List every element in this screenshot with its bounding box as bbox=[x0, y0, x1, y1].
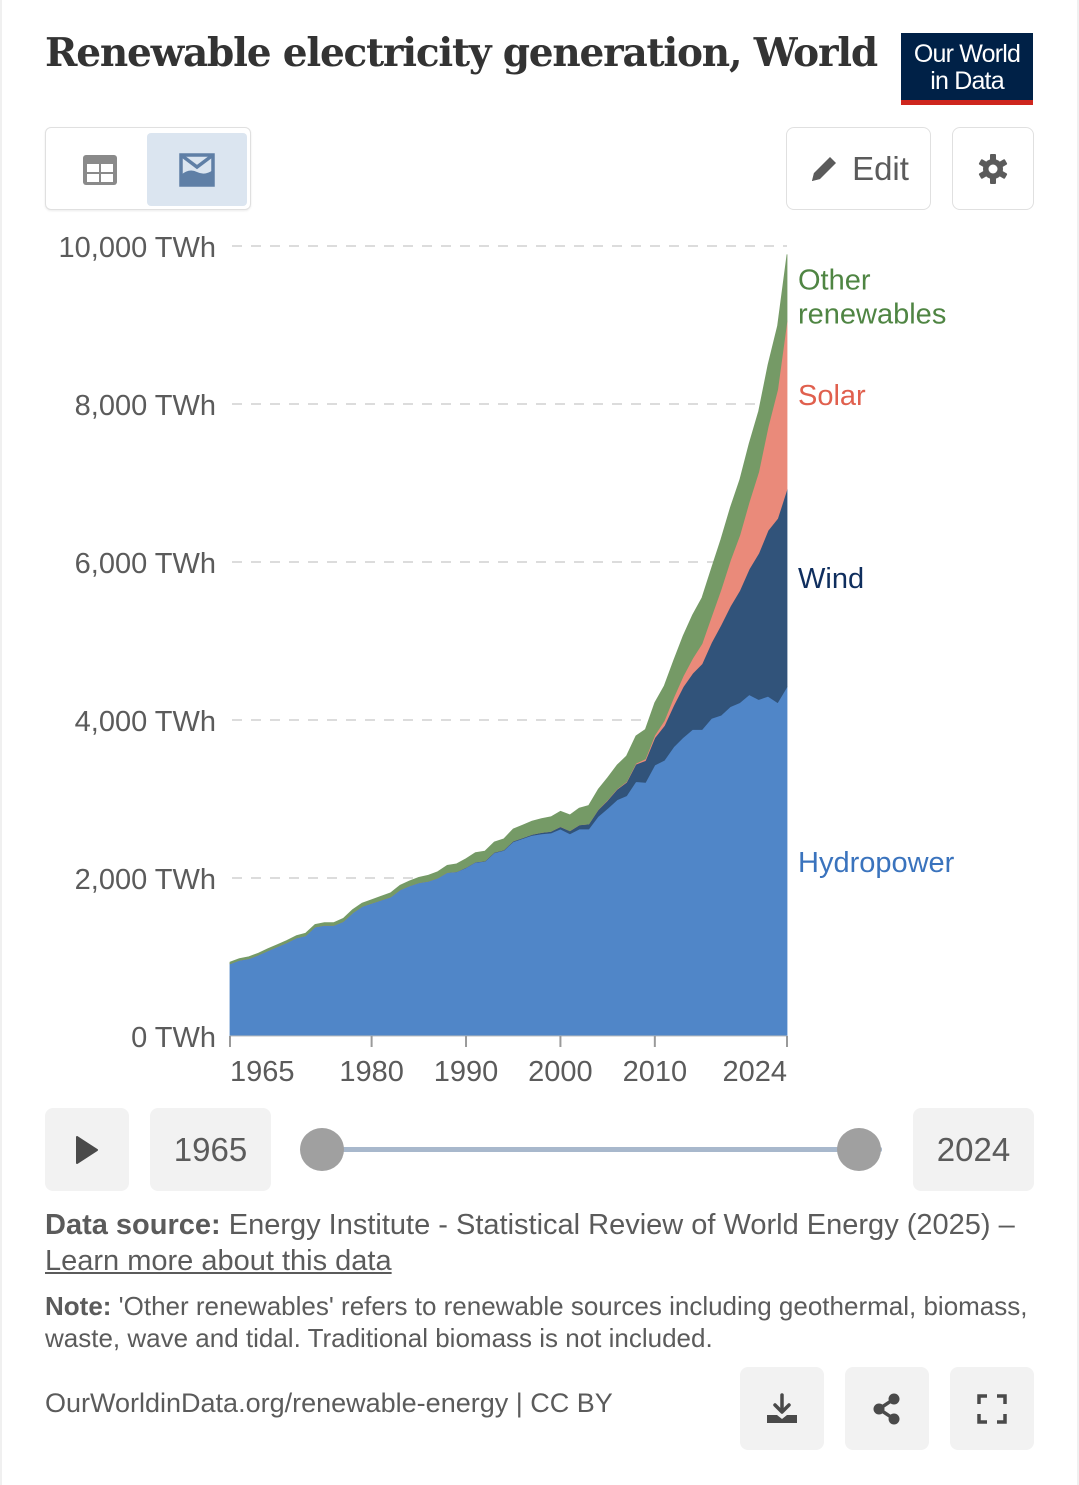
fullscreen-button[interactable] bbox=[950, 1367, 1034, 1450]
x-tick-label: 2000 bbox=[528, 1056, 593, 1088]
timeline-track[interactable] bbox=[322, 1147, 882, 1152]
table-icon bbox=[83, 154, 117, 185]
note-text: 'Other renewables' refers to renewable s… bbox=[45, 1291, 1028, 1353]
grid-lines: 0 TWh 2,000 TWh 4,000 TWh 6,000 TWh 8,000 TW… bbox=[59, 232, 787, 1054]
edit-button[interactable]: Edit bbox=[786, 127, 931, 210]
share-icon bbox=[873, 1393, 900, 1424]
download-button[interactable] bbox=[740, 1367, 824, 1450]
y-tick-label: 0 TWh bbox=[131, 1022, 216, 1054]
share-button[interactable] bbox=[845, 1367, 929, 1450]
stacked-areas bbox=[229, 254, 788, 1037]
series-label-other-renewables[interactable]: renewables bbox=[798, 299, 946, 331]
y-tick-label: 10,000 TWh bbox=[59, 232, 216, 264]
owid-logo[interactable]: Our World in Data bbox=[901, 33, 1033, 105]
timeline: 1965 2024 bbox=[45, 1108, 1034, 1191]
area-other-renewables[interactable] bbox=[229, 254, 788, 965]
series-label-wind[interactable]: Wind bbox=[798, 563, 864, 595]
source-text: Energy Institute - Statistical Review of… bbox=[220, 1209, 1015, 1241]
start-year-label[interactable]: 1965 bbox=[150, 1108, 271, 1191]
play-button[interactable] bbox=[45, 1108, 129, 1191]
chart-note: Note: 'Other renewables' refers to renew… bbox=[45, 1290, 1035, 1354]
fullscreen-icon bbox=[977, 1393, 1007, 1424]
timeline-start-handle[interactable] bbox=[300, 1128, 344, 1171]
source-label: Data source: bbox=[45, 1209, 221, 1241]
source-url[interactable]: OurWorldinData.org/renewable-energy | CC… bbox=[45, 1388, 613, 1418]
axes: 1965 1980 1990 2000 2010 2024 bbox=[229, 1035, 788, 1088]
page-title: Renewable electricity generation, World bbox=[45, 30, 878, 76]
edit-label: Edit bbox=[852, 149, 909, 187]
x-tick-label: 1990 bbox=[434, 1056, 499, 1088]
y-tick-label: 6,000 TWh bbox=[75, 548, 216, 580]
x-tick-label: 2010 bbox=[623, 1056, 688, 1088]
x-tick-label: 1980 bbox=[339, 1056, 404, 1088]
play-icon bbox=[76, 1135, 98, 1164]
data-source: Data source: Energy Institute - Statisti… bbox=[45, 1207, 1035, 1279]
x-tick-label: 2024 bbox=[722, 1056, 787, 1088]
table-view-button[interactable] bbox=[50, 133, 150, 206]
download-icon bbox=[767, 1392, 797, 1423]
logo-line-2: in Data bbox=[930, 67, 1004, 95]
view-toggle bbox=[45, 127, 251, 210]
y-tick-label: 4,000 TWh bbox=[75, 706, 216, 738]
x-tick-label: 1965 bbox=[230, 1056, 295, 1088]
y-tick-label: 2,000 TWh bbox=[75, 864, 216, 896]
chart-view-button[interactable] bbox=[147, 133, 247, 206]
series-label-solar[interactable]: Solar bbox=[798, 380, 866, 412]
logo-line-1: Our World bbox=[913, 40, 1021, 68]
learn-more-link[interactable]: Learn more about this data bbox=[45, 1245, 392, 1277]
timeline-end-handle[interactable] bbox=[837, 1128, 881, 1171]
end-year-label[interactable]: 2024 bbox=[913, 1108, 1034, 1191]
settings-button[interactable] bbox=[952, 127, 1034, 210]
gear-icon bbox=[978, 153, 1008, 184]
area-hydropower[interactable] bbox=[229, 686, 788, 1037]
area-chart-icon bbox=[179, 152, 215, 187]
y-tick-label: 8,000 TWh bbox=[75, 390, 216, 422]
series-label-hydropower[interactable]: Hydropower bbox=[798, 847, 955, 879]
pencil-icon bbox=[812, 156, 837, 181]
note-label: Note: bbox=[45, 1291, 112, 1321]
area-chart: 0 TWh 2,000 TWh 4,000 TWh 6,000 TWh 8,000 TW… bbox=[59, 232, 955, 1088]
series-label-other-renewables[interactable]: Other bbox=[798, 265, 871, 297]
